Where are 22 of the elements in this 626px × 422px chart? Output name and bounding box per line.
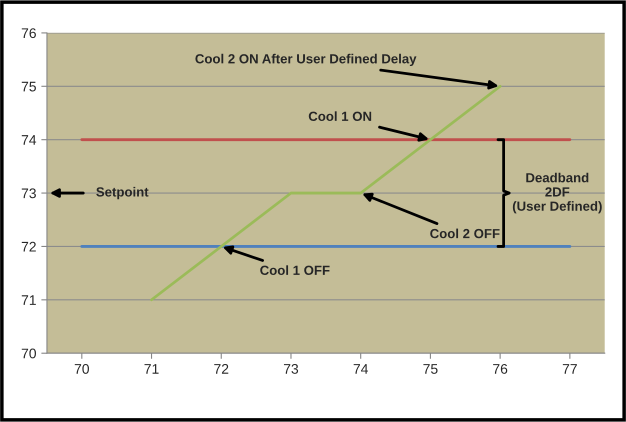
annotation: Cool 2 ON After User Defined Delay (195, 54, 416, 66)
annotation: Cool 1 OFF (260, 265, 330, 275)
x-tick-label: 72 (214, 364, 228, 374)
x-tick-label: 75 (423, 364, 438, 374)
annotation: Deadband 2DF (User Defined) (512, 172, 602, 214)
x-tick-label: 70 (74, 364, 89, 374)
y-tick-label: 70 (22, 348, 36, 358)
x-tick-label: 74 (354, 364, 368, 374)
x-tick-label: 73 (284, 364, 298, 374)
x-tick-label: 71 (144, 364, 159, 374)
y-tick-label: 74 (22, 135, 36, 145)
y-tick-label: 75 (22, 82, 36, 92)
annotation: Cool 2 OFF (430, 228, 500, 238)
annotation: Cool 1 ON (308, 111, 372, 121)
annotation: Setpoint (96, 186, 148, 200)
x-tick-label: 76 (493, 364, 508, 374)
y-tick-label: 76 (22, 28, 36, 38)
y-tick-label: 73 (22, 188, 36, 198)
y-tick-label: 71 (22, 295, 36, 305)
x-tick-label: 77 (562, 364, 577, 374)
y-tick-label: 72 (22, 242, 36, 252)
line-series (150, 84, 502, 302)
